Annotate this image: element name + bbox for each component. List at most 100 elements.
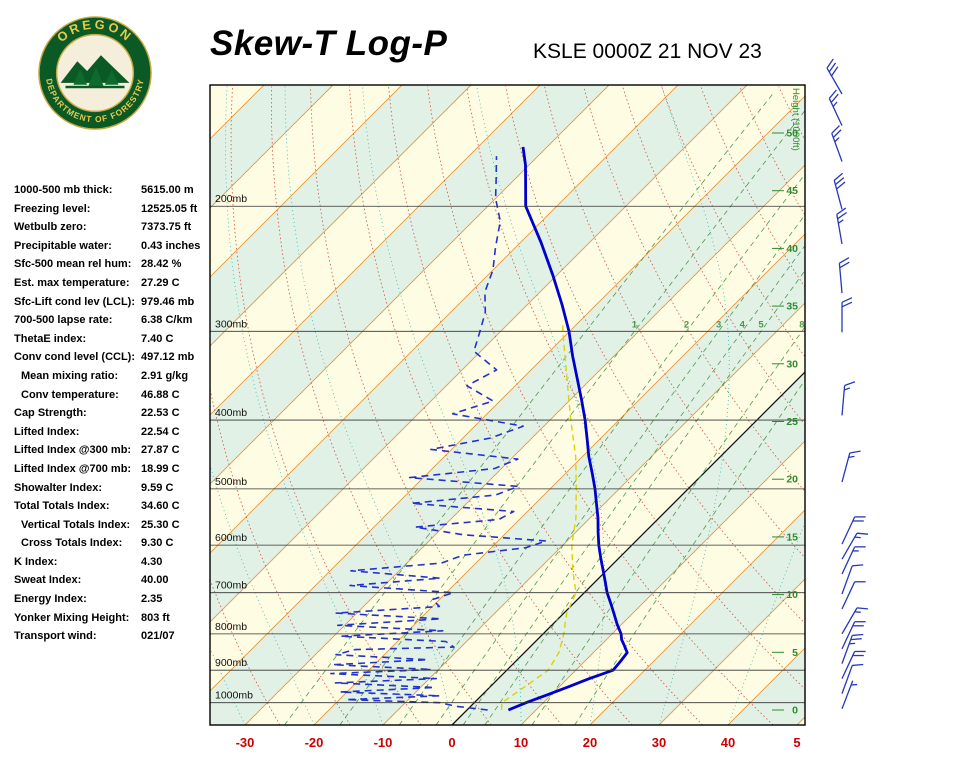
index-label: Vertical Totals Index: [21,518,131,531]
index-value: 28.42 % [141,258,182,271]
dry-adiabat-line [739,86,805,216]
height-label: 0 [792,705,798,717]
index-label: 1000-500 mb thick: [14,184,113,196]
temperature-trace [507,146,629,712]
index-value: 46.88 C [141,388,180,401]
pressure-label: 400mb [215,407,247,419]
index-row: Sfc-Lift cond lev (LCL): 979.46 mb [14,293,224,312]
index-row: Sfc-500 mean rel hum: 28.42 % [14,255,224,274]
index-row: Sweat Index: 40.00 [14,571,224,590]
index-row: Conv cond level (CCL): 497.12 mb [14,348,224,367]
wind-barb-icon [833,172,846,210]
dry-adiabat-line [210,386,351,725]
wetbulb-trace [500,320,577,711]
pressure-label: 300mb [215,318,247,330]
indices-panel: 1000-500 mb thick: 5615.00 m Freezing leve… [14,181,224,646]
pressure-label: 500mb [215,476,247,488]
dry-adiabat-line [427,86,774,725]
wind-barb-icon [838,257,850,294]
height-label: 35 [786,301,798,313]
height-label: 30 [786,358,798,370]
index-row: Est. max temperature: 27.29 C [14,274,224,293]
isotherm-line [210,85,541,416]
dry-adiabat-line [230,86,422,725]
height-axis-title: Height (1000ft) [790,88,801,151]
index-value: 12525.05 ft [141,202,198,215]
mixing-ratio-line [435,214,805,725]
isotherm-line [210,85,610,485]
index-label: Lifted Index @700 mb: [14,462,132,475]
index-row: Precipitable water: 0.43 inches [14,237,224,256]
index-label: Precipitable water: [14,239,112,252]
height-label: 5 [792,647,798,659]
isotherm-band [0,85,195,725]
wind-barb-icon [841,621,866,650]
index-row: Cap Strength: 22.53 C [14,404,224,423]
index-value: 34.60 C [141,500,180,513]
index-label: Sweat Index: [14,574,82,587]
index-row: Wetbulb zero: 7373.75 ft [14,218,224,237]
index-label: Showalter Index: [14,481,103,494]
pressure-label: 800mb [215,621,247,633]
index-label: Mean mixing ratio: [21,369,119,382]
mixing-ratio-line [398,173,805,725]
logo-tree-icon [88,67,104,87]
pressure-label: 200mb [215,193,247,205]
moist-adiabat-line [78,85,176,725]
mixing-ratio-label: 8 [799,319,804,330]
odf-logo-icon: OREGON DEPARTMENT OF FORESTRY [38,16,152,130]
dry-adiabat-line [935,87,960,726]
mixing-ratio-label: 4 [740,319,746,330]
index-value: 40.00 [141,574,169,587]
isotherm-line [244,164,805,725]
isotherm-line [0,85,195,725]
wind-barb-icon [841,581,866,610]
mixing-ratio-line [531,326,805,725]
temp-axis-label: 5 [793,735,800,750]
isotherm-band [797,717,805,725]
logo-tree-icon [104,70,119,85]
index-value: 9.59 C [141,481,174,494]
temp-axis-label: 20 [583,735,597,750]
index-row: ThetaE index: 7.40 C [14,330,224,349]
index-value: 803 ft [141,611,170,624]
odf-logo: OREGON DEPARTMENT OF FORESTRY [36,14,154,137]
index-value: 497.12 mb [141,351,195,364]
index-label: Sfc-Lift cond lev (LCL): [14,295,135,308]
wind-barb-icon [841,516,866,545]
index-label: Sfc-500 mean rel hum: [14,258,132,271]
index-row: K Index: 4.30 [14,553,224,572]
temp-axis-label: -10 [374,735,393,750]
wind-barb-column [826,58,869,710]
index-row: Mean mixing ratio: 2.91 g/kg [14,367,224,386]
wind-barb-icon [841,633,864,664]
height-label: 10 [786,589,798,601]
height-label: 15 [786,531,798,543]
temp-axis-label: 0 [448,735,455,750]
index-label: Freezing level: [14,202,91,215]
index-row: Energy Index: 2.35 [14,590,224,609]
index-label: Total Totals Index: [14,500,110,513]
isotherm-line [210,85,472,347]
index-value: 27.87 C [141,444,180,457]
index-label: ThetaE index: [14,332,87,345]
index-value: 27.29 C [141,276,180,289]
isotherm-line [382,302,805,725]
mixing-ratio-line [284,92,775,725]
index-row: Freezing level: 12525.05 ft [14,200,224,219]
index-row: Lifted Index @300 mb: 27.87 C [14,441,224,460]
index-row: Vertical Totals Index: 25.30 C [14,516,224,535]
mixing-ratio-line [462,244,805,725]
isotherm-band [0,85,57,725]
isotherm-line [658,578,805,725]
moist-adiabat-line [284,85,453,725]
mixing-ratio-line [339,109,805,725]
isotherm-band [0,85,126,725]
index-label: Cross Totals Index: [21,537,123,550]
wind-barb-icon [831,125,843,162]
isotherm-band [866,85,960,725]
page-title: Skew-T Log-P [210,24,448,63]
isotherm-line [210,85,403,278]
